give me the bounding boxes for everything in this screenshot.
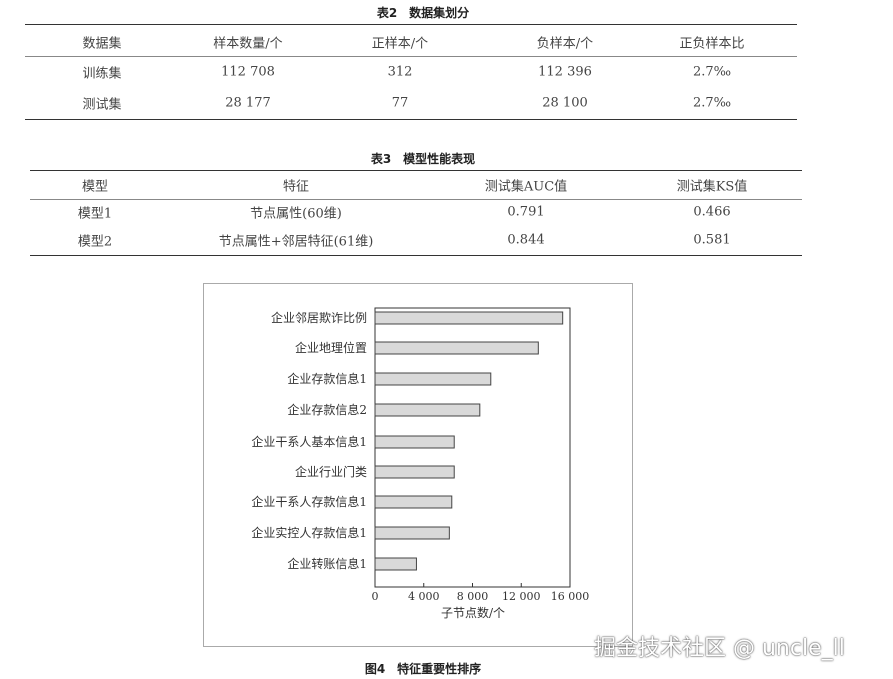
table2-cell: 2.7‰ — [692, 95, 732, 111]
table2-header-cell: 数据集 — [82, 36, 122, 52]
table2-cell: 2.7‰ — [692, 64, 732, 80]
table3-top-rule — [30, 170, 802, 171]
category-label: 企业地理位置 — [295, 340, 367, 355]
table2-cell: 112 708 — [221, 64, 275, 80]
figure-frame — [203, 283, 633, 647]
category-label: 企业干系人基本信息1 — [251, 434, 367, 449]
table3-cell: 模型2 — [77, 234, 113, 250]
bar — [374, 341, 539, 355]
table3-header-cell: 测试集KS值 — [676, 179, 748, 195]
table3-cell: 节点属性(60维) — [250, 206, 342, 222]
table3-cell: 0.581 — [693, 232, 731, 248]
category-label: 企业存款信息1 — [287, 371, 367, 386]
table2-bottom-rule — [25, 119, 797, 120]
table2-header-rule — [25, 56, 797, 57]
bar — [374, 557, 417, 571]
x-tick-label: 8 000 — [457, 590, 489, 603]
table2-cell: 28 100 — [542, 95, 588, 111]
table2-header-cell: 负样本/个 — [536, 36, 594, 52]
table3-cell: 0.791 — [507, 204, 545, 220]
bar — [374, 495, 453, 509]
figure-caption: 图4 特征重要性排序 — [364, 662, 482, 676]
table2-cell: 测试集 — [82, 97, 122, 113]
x-tick-label: 4 000 — [408, 590, 440, 603]
x-axis-label: 子节点数/个 — [440, 606, 506, 620]
bar — [374, 465, 455, 479]
category-label: 企业存款信息2 — [287, 402, 367, 417]
table3-header-cell: 测试集AUC值 — [484, 179, 568, 195]
category-label: 企业转账信息1 — [287, 556, 367, 571]
table2-header-cell: 正负样本比 — [679, 36, 745, 52]
table3-bottom-rule — [30, 255, 802, 256]
category-label: 企业行业门类 — [295, 464, 367, 479]
table3-header-cell: 模型 — [81, 179, 109, 195]
table2-header-cell: 正样本/个 — [371, 36, 429, 52]
x-tick-label: 0 — [372, 590, 379, 603]
table3-header-rule — [30, 199, 802, 200]
table2-cell: 77 — [391, 95, 409, 111]
table2-cell: 28 177 — [225, 95, 271, 111]
table2-caption: 表2 数据集划分 — [376, 6, 470, 20]
x-tick-label: 12 000 — [502, 590, 541, 603]
category-label: 企业实控人存款信息1 — [251, 525, 367, 540]
bar — [374, 372, 492, 386]
bar — [374, 435, 455, 449]
table2-cell: 112 396 — [538, 64, 592, 80]
bar — [374, 526, 450, 540]
table3-header-cell: 特征 — [282, 179, 310, 195]
bar — [374, 311, 564, 325]
category-label: 企业干系人存款信息1 — [251, 494, 367, 509]
table2-top-rule — [25, 24, 797, 25]
table2-cell: 312 — [387, 64, 413, 80]
table3-caption: 表3 模型性能表现 — [370, 152, 476, 166]
bar — [374, 403, 481, 417]
watermark: 掘金技术社区 @ uncle_ll — [594, 636, 845, 661]
table3-cell: 0.844 — [507, 232, 545, 248]
table3-cell: 节点属性+邻居特征(61维) — [218, 234, 374, 250]
table3-cell: 0.466 — [693, 204, 731, 220]
category-label: 企业邻居欺诈比例 — [271, 310, 367, 325]
table2-cell: 训练集 — [82, 66, 122, 82]
table2-header-cell: 样本数量/个 — [213, 36, 283, 52]
table3-cell: 模型1 — [77, 206, 113, 222]
x-tick-label: 16 000 — [551, 590, 590, 603]
